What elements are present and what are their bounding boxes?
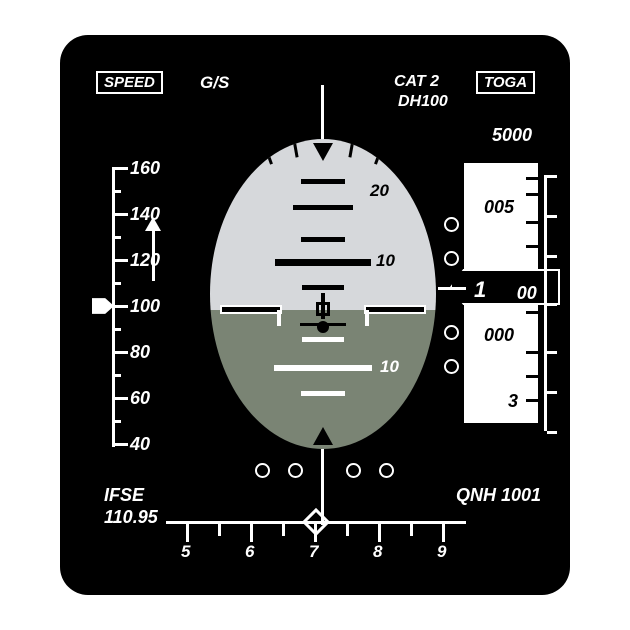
speed-tick — [112, 236, 121, 239]
heading-label: 5 — [181, 542, 190, 562]
alt-tick — [526, 245, 538, 248]
pitch-bar — [301, 237, 345, 242]
qnh-label: QNH 1001 — [456, 485, 541, 506]
nav-freq: 110.95 — [104, 507, 158, 528]
toga-mode-box: TOGA — [476, 71, 535, 94]
heading-tape: 5 6 7 8 9 — [166, 521, 466, 569]
localizer-dot — [346, 463, 361, 478]
aircraft-wing-right — [364, 305, 426, 314]
dh-label: DH100 — [398, 93, 448, 111]
speed-tick — [112, 167, 128, 170]
alt-label: 3 — [508, 391, 518, 412]
pitch-label: 10 — [376, 251, 395, 271]
localizer-dot — [379, 463, 394, 478]
pitch-bar — [274, 365, 372, 371]
aircraft-bar — [300, 323, 346, 326]
pitch-bar — [302, 337, 344, 342]
speed-tick — [112, 213, 128, 216]
speed-label: 60 — [130, 388, 150, 409]
cat-label: CAT 2 — [394, 73, 439, 91]
pitch-bar — [293, 205, 353, 210]
speed-mode-box: SPEED — [96, 71, 163, 94]
alt-tick — [526, 375, 538, 378]
heading-bug-diamond-icon — [302, 508, 330, 536]
ifse-label: IFSE — [104, 485, 144, 506]
glideslope-center-line — [438, 287, 466, 290]
localizer-dot — [288, 463, 303, 478]
speed-tick — [112, 374, 121, 377]
pitch-label: 10 — [380, 357, 399, 377]
pitch-bar — [275, 259, 371, 266]
attitude-indicator: 20 10 10 — [210, 139, 436, 449]
altitude-hundreds: 00 — [517, 283, 537, 303]
alt-tick — [526, 311, 538, 314]
speed-label: 40 — [130, 434, 150, 455]
speed-label: 120 — [130, 250, 160, 271]
slip-indicator-icon — [313, 427, 333, 445]
aircraft-wingtip — [365, 310, 369, 326]
alt-tick — [526, 193, 538, 196]
heading-label: 7 — [309, 542, 318, 562]
pitch-bar — [301, 391, 345, 396]
heading-label: 9 — [437, 542, 446, 562]
speed-tick — [112, 305, 128, 308]
gs-label: G/S — [200, 73, 229, 93]
glideslope-dot — [444, 325, 459, 340]
speed-tick — [112, 282, 121, 285]
speed-tick — [112, 190, 121, 193]
aircraft-wingtip — [277, 310, 281, 326]
glideslope-dot — [444, 217, 459, 232]
alt-tick — [526, 399, 538, 402]
speed-label: 140 — [130, 204, 160, 225]
aircraft-wing-left — [220, 305, 282, 314]
speed-label: 160 — [130, 158, 160, 179]
pitch-label: 20 — [370, 181, 389, 201]
heading-label: 8 — [373, 542, 382, 562]
alt-label: 005 — [484, 197, 514, 218]
glideslope-dot — [444, 251, 459, 266]
primary-flight-display: SPEED G/S CAT 2 DH100 TOGA 5000 20 10 — [60, 35, 570, 595]
speed-tick — [112, 443, 128, 446]
airspeed-tape: 160 140 120 100 80 60 40 — [112, 167, 164, 447]
alt-tick — [526, 351, 538, 354]
speed-tick — [112, 351, 128, 354]
alt-tick — [526, 221, 538, 224]
roll-pointer-icon — [313, 143, 333, 161]
speed-tick — [112, 328, 121, 331]
speed-tick — [112, 259, 128, 262]
sky-pointer-line — [321, 85, 324, 143]
selected-altitude: 5000 — [492, 125, 532, 146]
speed-tick — [112, 397, 128, 400]
alt-tick — [526, 177, 538, 180]
speed-label: 100 — [130, 296, 160, 317]
speed-label: 80 — [130, 342, 150, 363]
glideslope-dot — [444, 359, 459, 374]
pitch-bar — [302, 285, 344, 290]
pitch-bar — [301, 179, 345, 184]
heading-label: 6 — [245, 542, 254, 562]
aircraft-stem — [321, 293, 325, 319]
speed-bug-icon — [92, 295, 114, 317]
localizer-dot — [255, 463, 270, 478]
alt-label: 000 — [484, 325, 514, 346]
adi-sky — [210, 139, 436, 310]
speed-tick — [112, 420, 121, 423]
altitude-thousands: 1 — [474, 277, 486, 302]
